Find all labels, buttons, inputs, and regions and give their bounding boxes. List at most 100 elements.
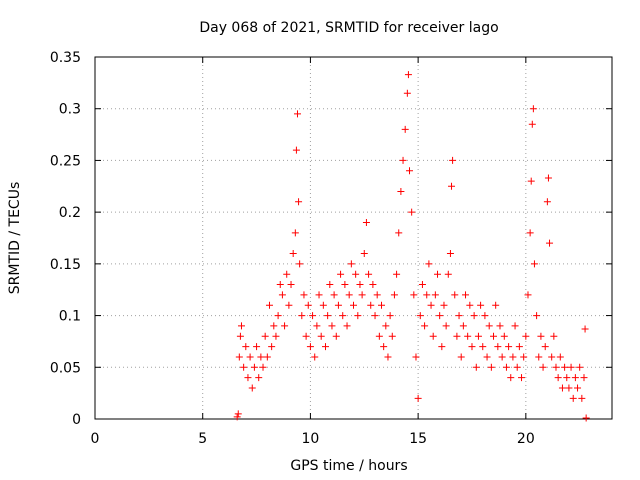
data-point <box>533 312 541 320</box>
data-point <box>410 291 418 299</box>
data-point <box>403 89 411 97</box>
data-point <box>554 374 562 382</box>
data-point <box>528 120 536 128</box>
data-point <box>255 374 263 382</box>
data-point <box>233 413 241 421</box>
data-point <box>494 343 502 351</box>
data-point <box>513 363 521 371</box>
data-point <box>436 312 444 320</box>
x-tick-label: 15 <box>409 431 427 447</box>
data-point <box>541 343 549 351</box>
data-point <box>507 374 515 382</box>
data-point <box>304 301 312 309</box>
data-point <box>580 374 588 382</box>
data-point <box>315 291 323 299</box>
data-point <box>434 270 442 278</box>
data-point <box>246 353 254 361</box>
data-point <box>418 281 426 289</box>
data-point <box>293 110 301 118</box>
data-point <box>567 363 575 371</box>
data-point <box>451 291 459 299</box>
data-point <box>526 229 534 237</box>
data-point <box>509 353 517 361</box>
data-point <box>292 146 300 154</box>
data-point <box>457 353 465 361</box>
data-point <box>399 156 407 164</box>
data-point <box>395 229 403 237</box>
data-point <box>406 167 414 175</box>
y-tick-label: 0.25 <box>50 153 81 169</box>
data-point <box>404 71 412 79</box>
data-point <box>306 343 314 351</box>
data-point <box>487 363 495 371</box>
data-point <box>261 332 269 340</box>
data-point <box>358 291 366 299</box>
data-point <box>371 312 379 320</box>
data-point <box>481 312 489 320</box>
data-point <box>477 301 485 309</box>
data-point <box>321 343 329 351</box>
data-point <box>472 363 480 371</box>
data-point <box>236 332 244 340</box>
data-point <box>240 363 248 371</box>
y-tick-label: 0 <box>72 412 81 428</box>
data-point <box>442 322 450 330</box>
data-point <box>253 343 261 351</box>
data-point <box>561 363 569 371</box>
data-point <box>311 353 319 361</box>
data-point <box>285 301 293 309</box>
x-axis-label: GPS time / hours <box>290 458 407 474</box>
data-point <box>479 343 487 351</box>
data-point <box>287 281 295 289</box>
data-point <box>511 322 519 330</box>
data-point <box>390 291 398 299</box>
axis-ticks: 0 0.05 0.1 0.15 0.2 0.25 0.3 0.35 0 5 10 15 20 <box>50 50 612 447</box>
data-point <box>281 322 289 330</box>
data-point <box>263 353 271 361</box>
data-point <box>500 332 508 340</box>
data-point <box>578 394 586 402</box>
y-axis-label: SRMTID / TECUs <box>7 182 23 295</box>
data-point <box>272 332 280 340</box>
data-point <box>330 291 338 299</box>
data-point <box>248 384 256 392</box>
data-point <box>455 312 463 320</box>
data-point <box>382 322 390 330</box>
data-point <box>296 260 304 268</box>
data-point <box>539 363 547 371</box>
data-point <box>268 343 276 351</box>
data-point <box>431 291 439 299</box>
grid-lines <box>95 57 612 419</box>
x-tick-label: 0 <box>91 431 100 447</box>
data-point <box>524 291 532 299</box>
data-point <box>369 281 377 289</box>
data-point <box>365 270 373 278</box>
data-point <box>326 281 334 289</box>
data-point <box>337 270 345 278</box>
data-point <box>449 156 457 164</box>
data-point <box>485 322 493 330</box>
data-point <box>388 332 396 340</box>
y-tick-label: 0.1 <box>59 309 81 325</box>
data-point <box>291 229 299 237</box>
data-point <box>384 353 392 361</box>
data-point <box>470 312 478 320</box>
data-point <box>378 301 386 309</box>
data-point <box>474 332 482 340</box>
data-point <box>537 332 545 340</box>
data-point <box>527 177 535 185</box>
data-point <box>328 322 336 330</box>
data-point <box>483 353 491 361</box>
data-point <box>274 312 282 320</box>
data-point <box>490 332 498 340</box>
x-tick-label: 10 <box>302 431 320 447</box>
data-point <box>339 312 347 320</box>
data-point <box>380 343 388 351</box>
data-point <box>352 270 360 278</box>
data-point <box>345 291 353 299</box>
data-point <box>446 250 454 258</box>
data-point <box>343 322 351 330</box>
data-point <box>283 270 291 278</box>
data-point <box>412 353 420 361</box>
